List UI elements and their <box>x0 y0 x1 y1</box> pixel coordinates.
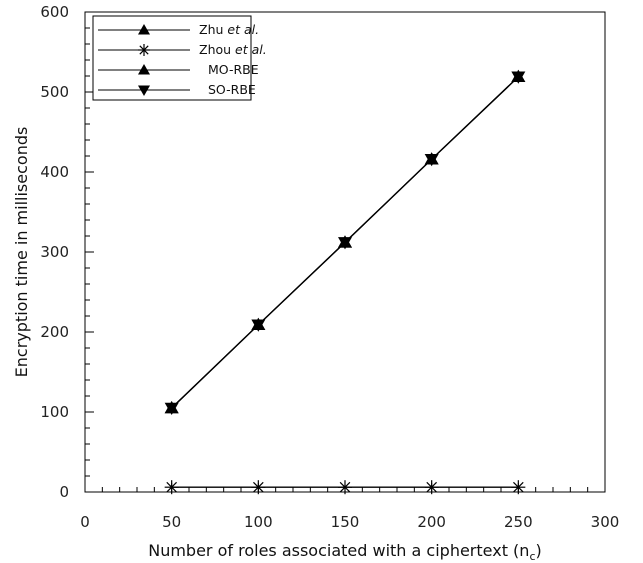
asterisk-stroke <box>166 481 177 493</box>
x-tick-label: 200 <box>417 513 446 531</box>
axes: 0 50 100 150 200 250 300 0 100 200 300 400 500 600 <box>40 3 619 531</box>
legend-entry: MO-RBE <box>98 62 259 77</box>
x-tick-label: 0 <box>80 513 90 531</box>
legend-marker <box>138 85 150 96</box>
data-point <box>424 153 439 167</box>
legend-marker <box>138 44 150 56</box>
data-point <box>164 402 179 415</box>
x-axis-title: Number of roles associated with a cipher… <box>148 541 542 563</box>
data-point <box>511 480 526 495</box>
data-point <box>251 319 266 332</box>
asterisk-stroke <box>426 481 437 493</box>
y-tick-label: 500 <box>40 83 69 101</box>
legend-entry: Zhu et al. <box>98 22 259 37</box>
data-point <box>164 480 179 495</box>
legend-label: SO-RBE <box>208 82 256 97</box>
legend-entry: Zhou et al. <box>98 42 267 57</box>
x-tick-label: 100 <box>244 513 273 531</box>
legend-label: MO-RBE <box>208 62 259 77</box>
y-tick-label: 600 <box>40 3 69 21</box>
legend-marker <box>138 24 150 35</box>
legend-entry: SO-RBE <box>98 82 256 97</box>
data-point <box>251 480 266 495</box>
x-tick-label: 150 <box>331 513 360 531</box>
asterisk-stroke <box>513 481 524 493</box>
data-point <box>511 71 526 84</box>
x-tick-label: 50 <box>162 513 181 531</box>
y-tick-label: 400 <box>40 163 69 181</box>
y-tick-label: 100 <box>40 403 69 421</box>
asterisk-stroke <box>139 45 149 55</box>
data-point <box>424 480 439 495</box>
series-zhou <box>164 480 526 495</box>
asterisk-stroke <box>339 481 351 493</box>
legend-label: Zhu et al. <box>199 22 259 37</box>
series-so-rbe <box>164 71 526 415</box>
data-point <box>338 480 352 495</box>
y-tick-label: 300 <box>40 243 69 261</box>
y-axis-title: Encryption time in milliseconds <box>12 127 31 378</box>
data-point <box>338 237 352 250</box>
y-tick-label: 200 <box>40 323 69 341</box>
x-tick-label: 300 <box>591 513 620 531</box>
asterisk-stroke <box>253 481 264 493</box>
series-layer <box>164 69 526 495</box>
x-tick-label: 250 <box>504 513 533 531</box>
legend: Zhu et al. Zhou et al. MO-RBE SO-RBE <box>92 15 267 101</box>
legend-label: Zhou et al. <box>199 42 267 57</box>
legend-marker <box>138 64 150 75</box>
y-tick-label: 0 <box>59 483 69 501</box>
